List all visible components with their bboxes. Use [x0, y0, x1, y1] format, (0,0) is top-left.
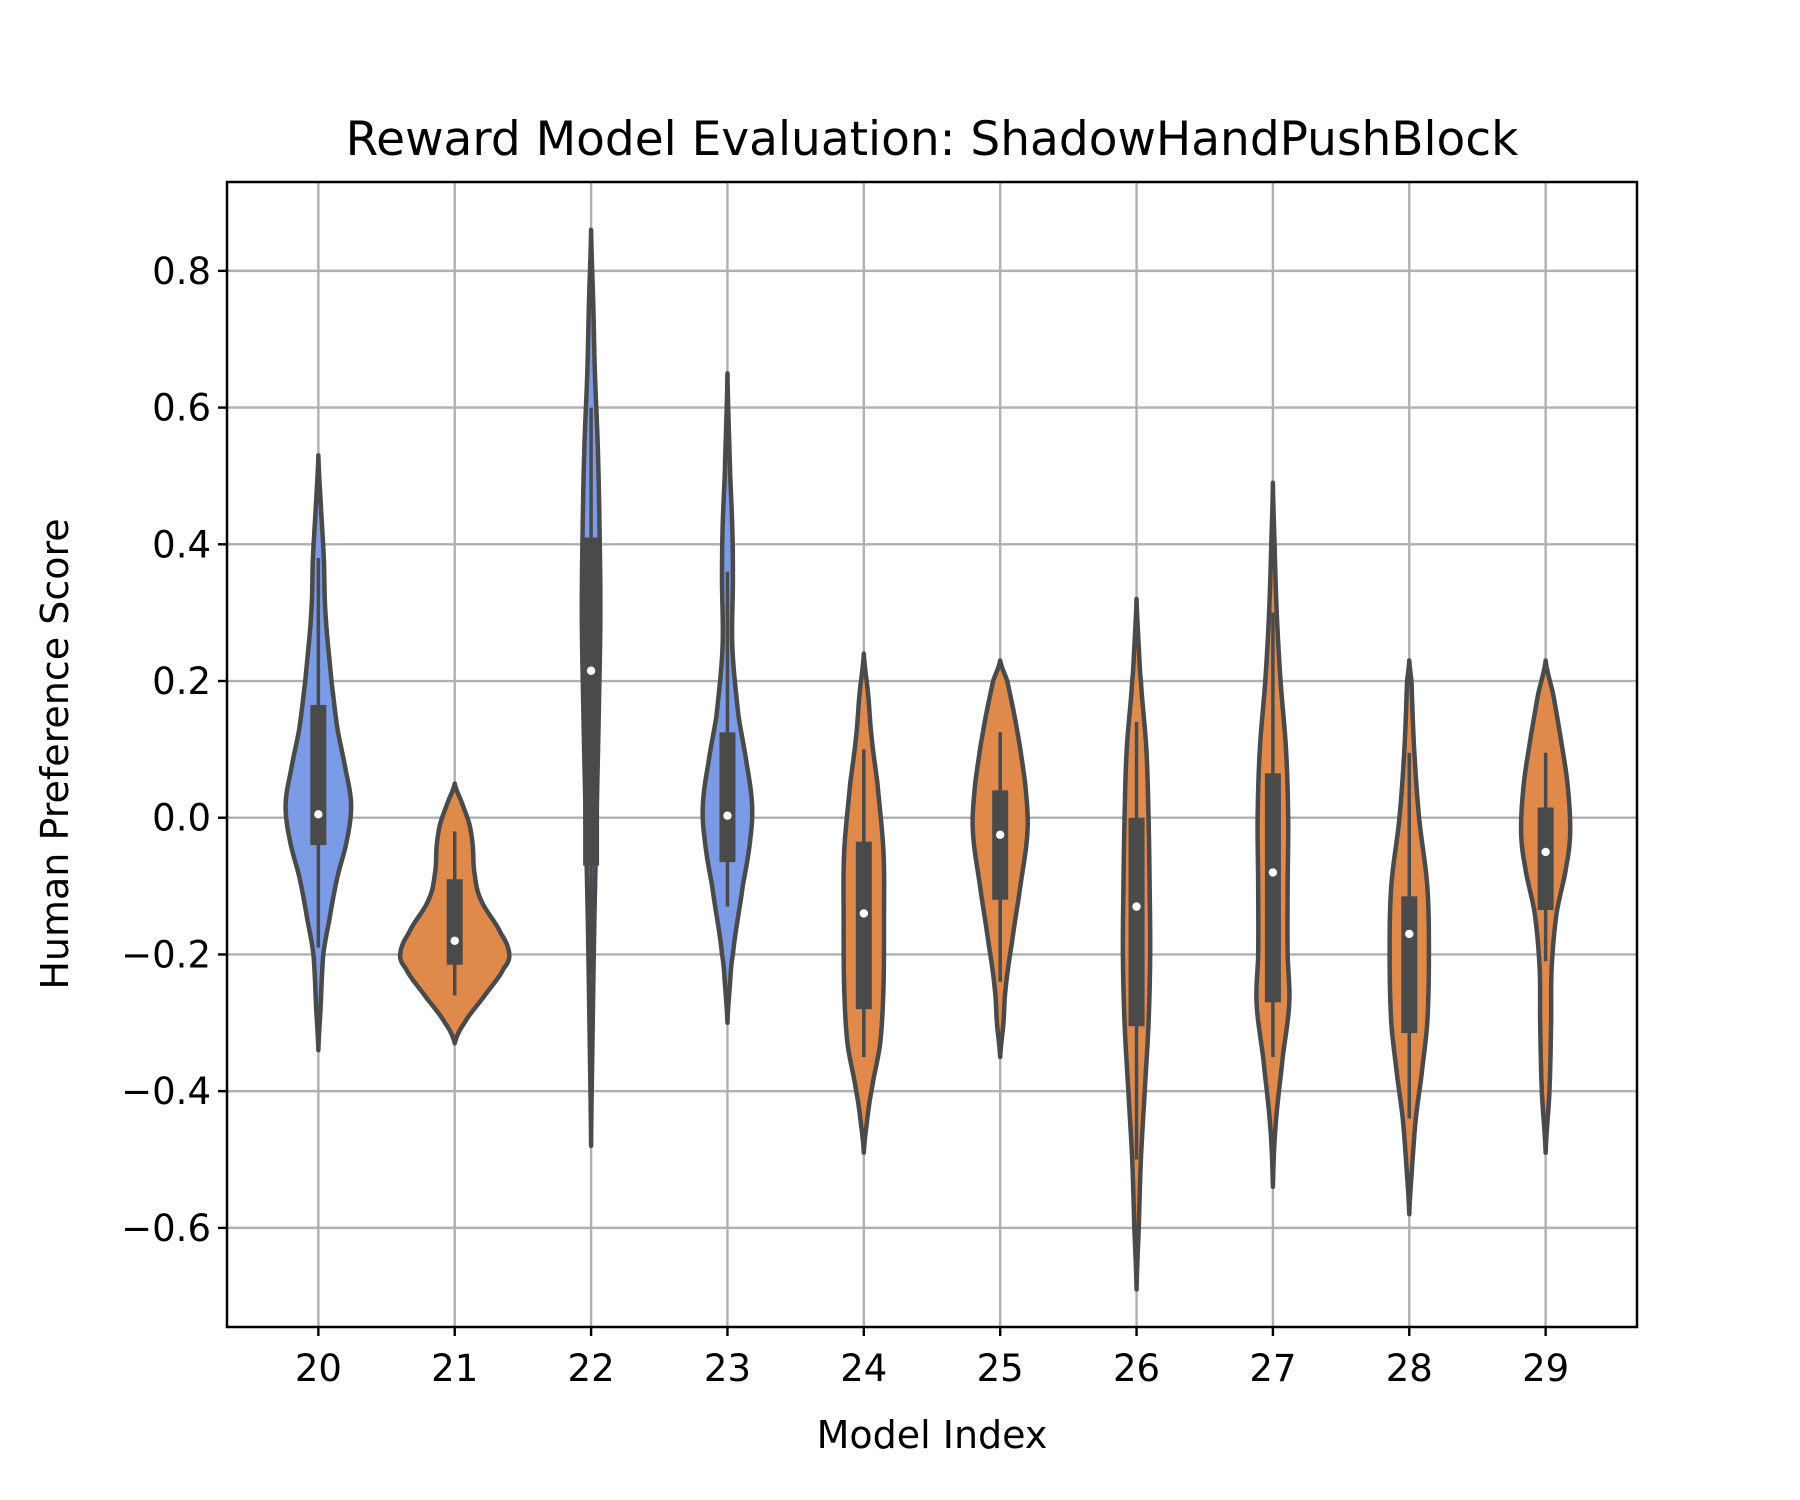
violin-iqr-box: [583, 537, 600, 866]
x-tick-label: 28: [1386, 1347, 1433, 1390]
violin-25: [970, 658, 1030, 1060]
x-tick-label: 25: [977, 1347, 1024, 1390]
violin-median-point: [1132, 902, 1141, 911]
violin-median-point: [1541, 847, 1550, 857]
violin-28: [1387, 658, 1432, 1217]
violin-iqr-box: [1264, 773, 1281, 1003]
y-axis-label: Human Preference Score: [33, 518, 77, 989]
violin-median-point: [859, 909, 869, 918]
x-tick-label: 23: [704, 1347, 751, 1390]
violin-iqr-box: [855, 841, 872, 1010]
violin-median-point: [723, 811, 732, 820]
x-tick-label: 29: [1522, 1347, 1569, 1390]
x-tick-label: 21: [431, 1347, 478, 1390]
violin-20: [283, 453, 354, 1053]
y-tick-label: 0.2: [152, 660, 211, 703]
violin-iqr-box: [719, 732, 736, 863]
y-tick-label: 0.0: [152, 797, 211, 840]
violin-median-point: [314, 810, 323, 819]
violin-22: [579, 227, 603, 1149]
violin-iqr-box: [992, 790, 1009, 900]
violin-iqr-box: [446, 879, 463, 965]
violin-iqr-box: [1537, 807, 1554, 911]
y-tick-label: −0.6: [121, 1207, 211, 1250]
violin-27: [1254, 480, 1292, 1190]
violin-23: [700, 371, 755, 1026]
y-tick-label: 0.4: [152, 523, 211, 566]
x-tick-label: 20: [295, 1347, 342, 1390]
violin-median-point: [1405, 929, 1414, 939]
violin-29: [1518, 658, 1573, 1155]
violin-24: [841, 651, 887, 1155]
y-tick-label: −0.4: [121, 1070, 211, 1113]
chart-title: Reward Model Evaluation: ShadowHandPushB…: [346, 112, 1519, 167]
x-axis-label: Model Index: [817, 1413, 1048, 1457]
x-tick-label: 27: [1249, 1347, 1296, 1390]
violin-21: [397, 781, 512, 1046]
x-tick-label: 24: [840, 1347, 887, 1390]
y-tick-label: −0.2: [121, 933, 211, 976]
violin-median-point: [450, 936, 459, 945]
violin-26: [1120, 596, 1153, 1292]
violin-median-point: [1268, 868, 1278, 877]
violin-median-point: [586, 666, 596, 675]
violin-median-point: [995, 830, 1005, 840]
violin-iqr-box: [310, 704, 327, 846]
axis-ticks: −0.6 −0.4 −0.2 0.0 0.2 0.4 0.6 0.8 20 21 22 23 24 25 2…: [121, 250, 1569, 1390]
violin-iqr-box: [1128, 817, 1145, 1027]
y-tick-label: 0.8: [152, 250, 211, 293]
violin-iqr-box: [1401, 896, 1418, 1034]
x-tick-label: 26: [1113, 1347, 1160, 1390]
plot-area-frame: [225, 180, 1639, 1329]
violins: [283, 227, 1573, 1292]
y-tick-label: 0.6: [152, 387, 211, 430]
x-tick-label: 22: [568, 1347, 615, 1390]
